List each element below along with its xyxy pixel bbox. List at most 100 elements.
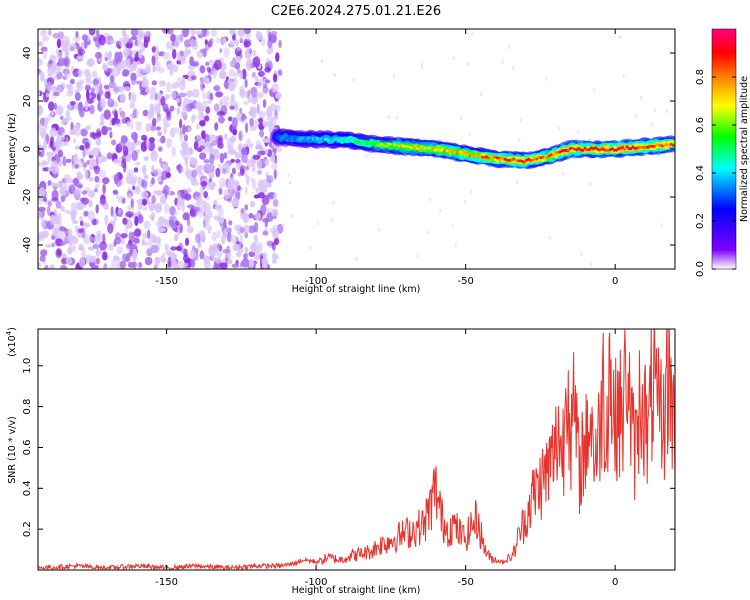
noise-dot <box>619 35 622 40</box>
noise-dot <box>157 131 163 137</box>
noise-dot <box>57 57 66 67</box>
noise-dot <box>238 130 242 142</box>
noise-dot <box>186 225 194 234</box>
noise-dot <box>79 220 84 227</box>
noise-dot <box>257 78 263 89</box>
noise-dot <box>126 243 132 249</box>
x-tick-label: 0 <box>612 577 618 588</box>
noise-dot <box>103 109 111 120</box>
noise-dot <box>169 215 177 224</box>
noise-dot <box>88 177 94 182</box>
noise-dot <box>454 243 457 248</box>
noise-dot <box>71 209 78 217</box>
noise-dot <box>137 38 142 48</box>
signal-cell <box>336 138 340 142</box>
signal-cell <box>485 155 488 159</box>
noise-dot <box>142 232 148 240</box>
noise-dot <box>183 134 189 142</box>
signal-cell <box>453 150 457 154</box>
noise-dot <box>178 92 187 98</box>
signal-cell <box>623 147 627 151</box>
noise-dot <box>232 128 238 136</box>
x-tick-label: -150 <box>155 577 178 588</box>
noise-dot <box>49 264 55 269</box>
noise-dot <box>266 149 273 158</box>
noise-dot <box>45 92 49 98</box>
noise-dot <box>217 141 220 148</box>
noise-dot <box>38 233 42 242</box>
noise-dot <box>262 159 271 164</box>
noise-dot <box>180 189 189 200</box>
noise-dot <box>96 94 101 101</box>
noise-dot <box>226 168 230 174</box>
noise-dot <box>109 131 113 139</box>
noise-dot <box>117 208 122 215</box>
signal-cell <box>426 147 430 151</box>
noise-dot <box>274 92 282 99</box>
noise-dot <box>105 71 111 77</box>
noise-dot <box>133 167 139 173</box>
noise-dot <box>82 162 88 168</box>
noise-dot <box>97 151 102 158</box>
noise-dot <box>93 235 102 244</box>
signal-cell <box>531 158 534 162</box>
noise-dot <box>151 80 157 86</box>
noise-dot <box>91 152 99 157</box>
signal-cell <box>355 141 359 144</box>
signal-cell <box>550 153 553 157</box>
noise-dot <box>231 167 236 175</box>
noise-dot <box>56 249 62 256</box>
noise-dot <box>158 227 166 232</box>
snr-ticks: -150 -100 -50 0 0.2 0.4 0.6 0.8 1.0 <box>22 329 675 588</box>
signal-cell <box>635 146 639 150</box>
noise-dot <box>181 107 188 117</box>
noise-dot <box>150 150 158 162</box>
noise-dot <box>223 228 227 239</box>
noise-dot <box>155 221 160 227</box>
noise-dot <box>166 41 170 50</box>
noise-dot <box>235 189 241 201</box>
signal-cell <box>303 135 306 139</box>
noise-dot <box>271 83 279 94</box>
noise-dot <box>47 113 52 123</box>
noise-dot <box>234 48 238 56</box>
noise-dot <box>49 127 57 138</box>
noise-dot <box>234 62 241 70</box>
noise-dot <box>67 228 73 237</box>
noise-dot <box>251 71 256 78</box>
noise-dot <box>50 214 55 226</box>
signal-cell <box>577 147 581 151</box>
noise-dot <box>187 48 191 55</box>
noise-dot <box>257 180 265 190</box>
signal-cell <box>447 148 451 152</box>
x-tick-label: -150 <box>155 276 178 287</box>
signal-cell <box>451 150 455 154</box>
noise-dot <box>548 235 552 240</box>
noise-dot <box>40 29 47 37</box>
noise-dot <box>272 198 279 208</box>
noise-dot <box>85 149 89 156</box>
noise-dot <box>171 146 176 158</box>
noise-dot <box>187 127 191 132</box>
noise-dot <box>270 30 278 37</box>
noise-dot <box>77 203 85 209</box>
noise-dot <box>38 198 43 205</box>
noise-dot <box>278 39 282 49</box>
noise-dot <box>262 138 270 143</box>
signal-cell <box>282 135 285 139</box>
noise-dot <box>38 90 41 97</box>
noise-dot <box>330 217 333 222</box>
noise-dot <box>83 222 91 228</box>
noise-dot <box>74 145 81 150</box>
noise-dot <box>241 153 248 164</box>
noise-dot <box>268 31 272 42</box>
noise-dot <box>215 91 224 98</box>
noise-dot <box>53 208 58 215</box>
signal-cell <box>416 147 419 151</box>
noise-dot <box>117 86 125 93</box>
noise-dot <box>206 163 214 173</box>
noise-dot <box>255 140 262 149</box>
noise-dot <box>287 173 291 178</box>
noise-dot <box>251 49 257 57</box>
signal-cell <box>543 155 547 159</box>
